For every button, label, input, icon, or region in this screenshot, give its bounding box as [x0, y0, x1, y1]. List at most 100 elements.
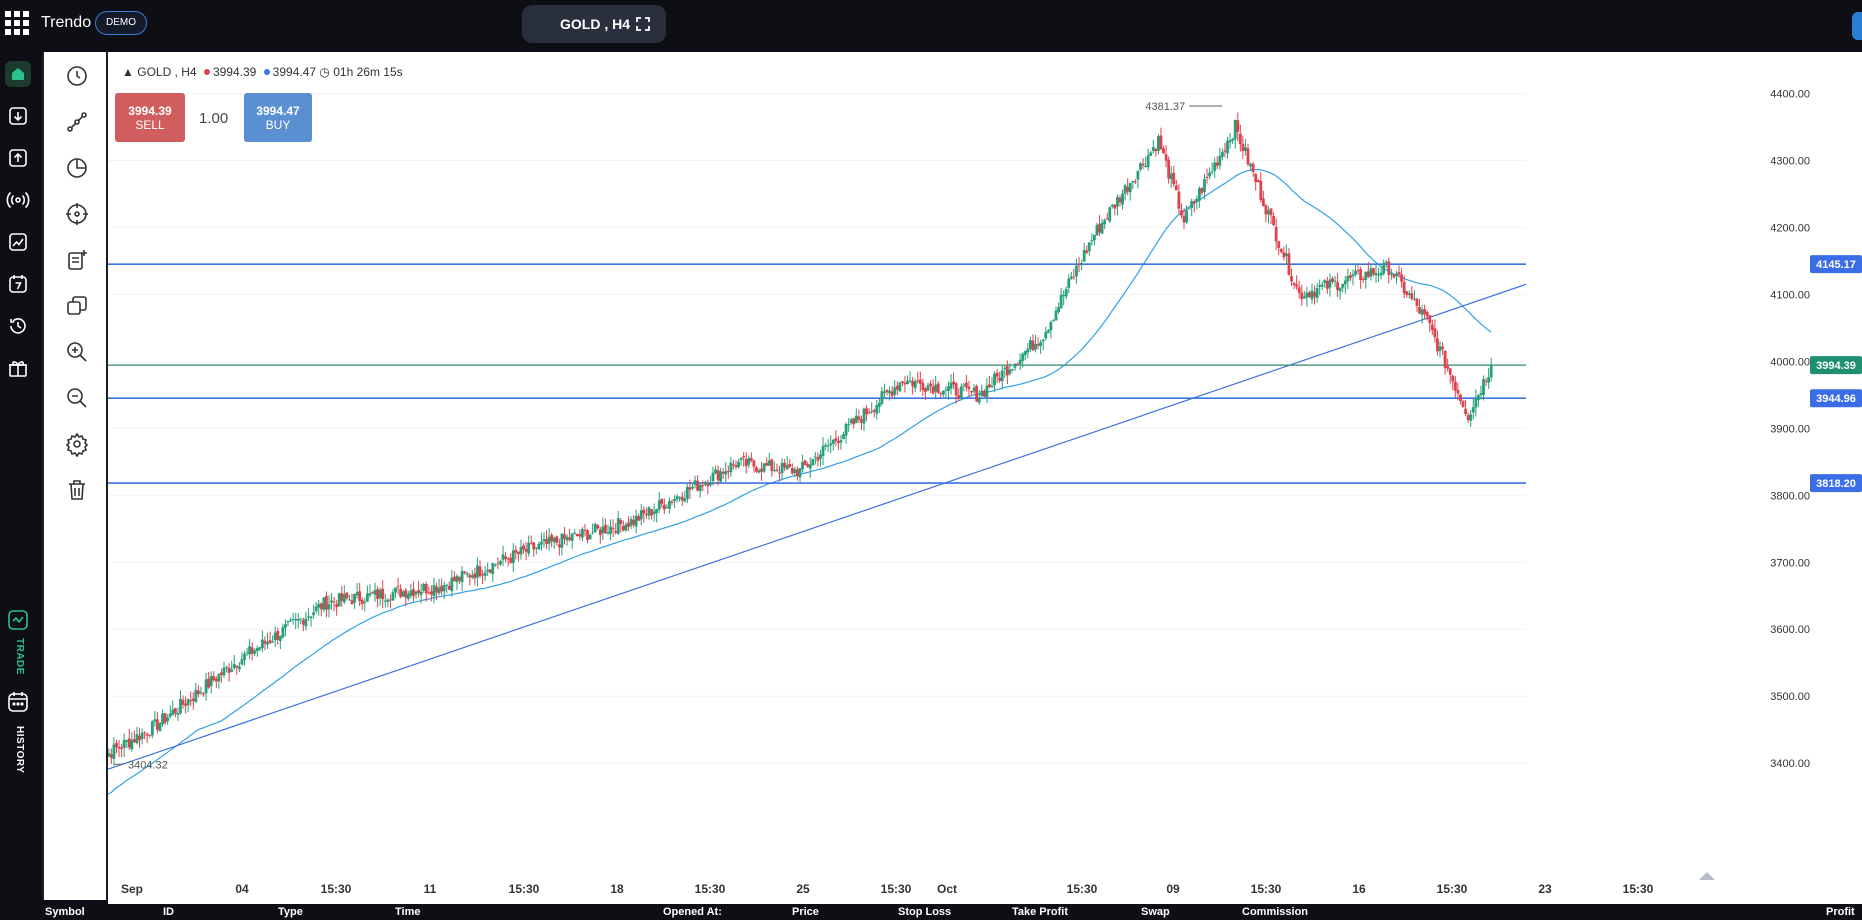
candle-body: [281, 627, 285, 638]
price-chart[interactable]: 4381.37 3404.32 4400.00 4300.00 4200.00 4100.…: [108, 52, 1862, 904]
add-note-icon[interactable]: [64, 247, 90, 273]
column-header-type[interactable]: Type: [278, 906, 303, 918]
candle-body: [401, 591, 405, 597]
history-tab-label[interactable]: HISTORY: [14, 726, 25, 774]
candle-body: [837, 440, 840, 444]
y-axis-tick-label: 3800.00: [1770, 490, 1810, 502]
candle-body: [486, 569, 490, 572]
candle-body: [109, 754, 113, 758]
candle-body: [790, 468, 794, 474]
candle-body: [1064, 289, 1068, 297]
signals-icon[interactable]: [5, 187, 31, 213]
candle-body: [176, 712, 180, 715]
candle-body: [844, 423, 848, 436]
pie-icon[interactable]: [64, 155, 90, 181]
candle-body: [645, 514, 648, 516]
apps-grid-icon[interactable]: [4, 10, 30, 36]
calendar-icon[interactable]: [5, 271, 31, 297]
candle-body: [1249, 163, 1252, 167]
zoom-in-icon[interactable]: [64, 339, 90, 365]
column-header-symbol[interactable]: Symbol: [45, 906, 85, 918]
candle-body: [1180, 210, 1183, 216]
candle-body: [442, 584, 446, 592]
trade-icon[interactable]: [5, 607, 31, 633]
price-level-tag[interactable]: [1810, 255, 1862, 274]
history-icon[interactable]: [5, 313, 31, 339]
candle-body: [719, 471, 723, 482]
account-type-badge[interactable]: DEMO: [95, 11, 147, 35]
fullscreen-icon[interactable]: [636, 17, 650, 31]
column-header-id[interactable]: ID: [163, 906, 174, 918]
candle-body: [1425, 311, 1429, 317]
collapse-caret-icon[interactable]: ▲: [122, 65, 134, 79]
price-level-tag[interactable]: [1810, 474, 1862, 493]
chart-icon[interactable]: [5, 229, 31, 255]
low-price-label: 3404.32: [128, 759, 168, 771]
home-icon[interactable]: [5, 61, 31, 87]
candle-body: [217, 674, 221, 682]
candle-body: [1167, 159, 1171, 179]
candle-body: [811, 458, 815, 466]
account-menu-button[interactable]: [1852, 12, 1862, 40]
candle-body: [117, 746, 121, 749]
candle-body: [1302, 296, 1306, 299]
column-header-profit[interactable]: Profit: [1826, 906, 1855, 918]
lot-size-input[interactable]: 1.00: [199, 110, 229, 127]
candle-body: [1246, 148, 1250, 165]
candle-body: [898, 382, 902, 392]
y-axis-tick-label: 4100.00: [1770, 289, 1810, 301]
candle-body: [355, 592, 359, 596]
candle-body: [511, 550, 515, 564]
withdraw-icon[interactable]: [5, 145, 31, 171]
column-header-commission[interactable]: Commission: [1242, 906, 1309, 918]
column-header-take-profit[interactable]: Take Profit: [1012, 906, 1069, 918]
candle-body: [476, 565, 479, 578]
gift-icon[interactable]: [5, 355, 31, 381]
price-level-tag[interactable]: [1810, 356, 1862, 375]
candle-body: [1044, 332, 1048, 339]
column-header-price[interactable]: Price: [792, 906, 819, 918]
symbol-selector[interactable]: GOLD , H4: [522, 5, 666, 43]
copy-icon[interactable]: [64, 293, 90, 319]
candle-body: [296, 618, 300, 621]
sell-button[interactable]: 3994.39 SELL: [115, 93, 185, 142]
candle-body: [481, 574, 484, 576]
chart-area[interactable]: 4381.37 3404.32 4400.00 4300.00 4200.00 4100.…: [108, 52, 1862, 904]
candle-body: [880, 391, 884, 404]
column-header-opened-at[interactable]: Opened At:: [663, 906, 722, 918]
zoom-out-icon[interactable]: [64, 385, 90, 411]
candle-body: [1154, 148, 1158, 152]
candle-body: [1233, 119, 1237, 140]
candle-body: [235, 665, 239, 668]
candle-body: [1453, 381, 1457, 391]
trendline-icon[interactable]: [64, 109, 90, 135]
candle-body: [317, 603, 321, 608]
scroll-to-latest-icon[interactable]: [1699, 872, 1715, 880]
positions-icon[interactable]: [5, 689, 31, 715]
candle-body: [1282, 252, 1286, 258]
clock-icon[interactable]: [64, 63, 90, 89]
price-level-tag[interactable]: [1810, 389, 1862, 408]
buy-button[interactable]: 3994.47 BUY: [244, 93, 312, 142]
candle-body: [391, 592, 395, 601]
settings-icon[interactable]: [64, 431, 90, 457]
candle-body: [435, 586, 438, 593]
candle-body: [327, 604, 331, 610]
candle-body: [1172, 172, 1176, 185]
candle-body: [138, 735, 141, 741]
legend-bid: 3994.39: [212, 65, 257, 79]
column-header-stop-loss[interactable]: Stop Loss: [898, 906, 952, 918]
candle-body: [1305, 292, 1309, 298]
candle-body: [847, 424, 851, 426]
trash-icon[interactable]: [64, 477, 90, 503]
candle-body: [1136, 171, 1140, 180]
trade-tab-label[interactable]: TRADE: [14, 638, 25, 675]
deposit-icon[interactable]: [5, 103, 31, 129]
candle-body: [747, 458, 751, 465]
column-header-time[interactable]: Time: [395, 906, 421, 918]
candle-body: [1459, 394, 1462, 402]
crosshair-icon[interactable]: [64, 201, 90, 227]
candle-body: [127, 738, 131, 748]
y-axis-tick-label: 4300.00: [1770, 155, 1810, 167]
column-header-swap[interactable]: Swap: [1141, 906, 1170, 918]
